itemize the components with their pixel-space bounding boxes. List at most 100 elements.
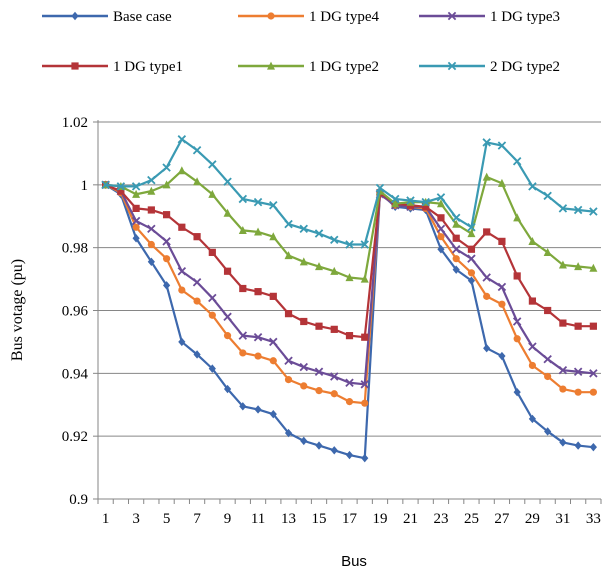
data-point [345, 398, 354, 406]
data-point [483, 292, 491, 300]
x-tick-label: 3 [132, 511, 140, 527]
x-tick-label: 7 [193, 511, 201, 527]
y-tick-label: 0.98 [62, 241, 88, 257]
x-tick-label: 15 [312, 511, 327, 527]
data-point [299, 224, 309, 234]
data-point [498, 237, 506, 245]
data-point [299, 362, 309, 372]
data-point [451, 245, 461, 254]
data-point [284, 310, 293, 318]
data-point [544, 306, 552, 315]
data-point [299, 257, 308, 266]
data-point [512, 317, 522, 326]
data-point [254, 227, 263, 236]
x-tick-label: 31 [555, 511, 570, 527]
data-point [284, 219, 293, 229]
data-point [512, 157, 522, 166]
data-point [238, 194, 248, 204]
series-line [105, 183, 594, 405]
data-point [513, 335, 521, 343]
y-tick-label: 1 [81, 178, 89, 194]
data-point [437, 214, 445, 222]
data-point [436, 224, 446, 234]
data-point [284, 376, 293, 384]
x-tick-label: 11 [251, 511, 265, 527]
data-point [559, 438, 567, 447]
data-point [574, 388, 582, 396]
data-point [314, 229, 324, 238]
legend-item: 1 DG type3 [419, 9, 560, 25]
data-point [147, 206, 155, 214]
x-axis-label: Bus [341, 553, 367, 570]
data-point [528, 297, 537, 305]
data-point [467, 254, 476, 263]
y-tick-label: 0.92 [62, 429, 88, 445]
data-point [467, 245, 476, 253]
data-point [238, 331, 248, 340]
data-point [589, 207, 598, 216]
data-point [528, 182, 537, 191]
legend-marker [71, 11, 79, 21]
data-point [574, 441, 582, 450]
data-point [239, 284, 247, 293]
data-point [178, 337, 186, 347]
data-point [558, 204, 568, 213]
data-point [345, 332, 354, 340]
data-point [589, 369, 598, 378]
data-point [513, 387, 521, 397]
data-point [436, 193, 446, 202]
data-point [483, 344, 491, 353]
data-point [558, 365, 568, 375]
legend-marker [447, 11, 457, 21]
data-point [467, 276, 476, 285]
data-point [390, 194, 400, 204]
data-point [223, 208, 232, 217]
data-point [528, 342, 537, 351]
data-point [482, 273, 491, 282]
series-5 [101, 135, 598, 249]
legend-item: Base case [42, 9, 172, 25]
data-point [330, 446, 338, 455]
data-point [361, 453, 369, 463]
data-point [223, 332, 232, 340]
data-point [178, 286, 186, 294]
data-point [239, 402, 247, 411]
data-point [147, 257, 155, 267]
data-point [345, 378, 354, 387]
data-point [254, 352, 262, 360]
data-point [544, 372, 552, 381]
data-point [147, 240, 155, 249]
data-point [559, 385, 567, 393]
data-point [345, 240, 354, 249]
legend: Base case 1 DG type4 1 DG type3 1 DG type1 1… [42, 9, 560, 75]
data-point [360, 240, 369, 249]
series-4 [101, 166, 598, 283]
data-point [573, 205, 583, 215]
data-point [361, 399, 369, 407]
data-point [223, 177, 232, 186]
data-point [574, 262, 583, 271]
legend-label: 1 DG type3 [490, 9, 560, 25]
data-point [193, 350, 201, 359]
data-point [421, 197, 430, 207]
data-point [208, 293, 217, 303]
data-point [330, 390, 338, 398]
data-point [132, 223, 140, 231]
data-point [269, 337, 278, 347]
data-point [315, 441, 323, 450]
data-point [513, 272, 521, 280]
data-point [177, 266, 187, 276]
data-point [269, 232, 278, 241]
x-tick-label: 25 [464, 511, 479, 527]
data-point [330, 235, 339, 245]
data-point [528, 236, 537, 245]
data-point [543, 191, 552, 201]
data-point [360, 380, 369, 389]
data-point [131, 216, 141, 226]
data-point [497, 141, 507, 150]
x-tick-label: 1 [102, 511, 110, 527]
data-point [269, 292, 277, 300]
data-point [360, 274, 369, 283]
y-tick-label: 0.94 [62, 366, 89, 382]
data-point [132, 204, 140, 212]
